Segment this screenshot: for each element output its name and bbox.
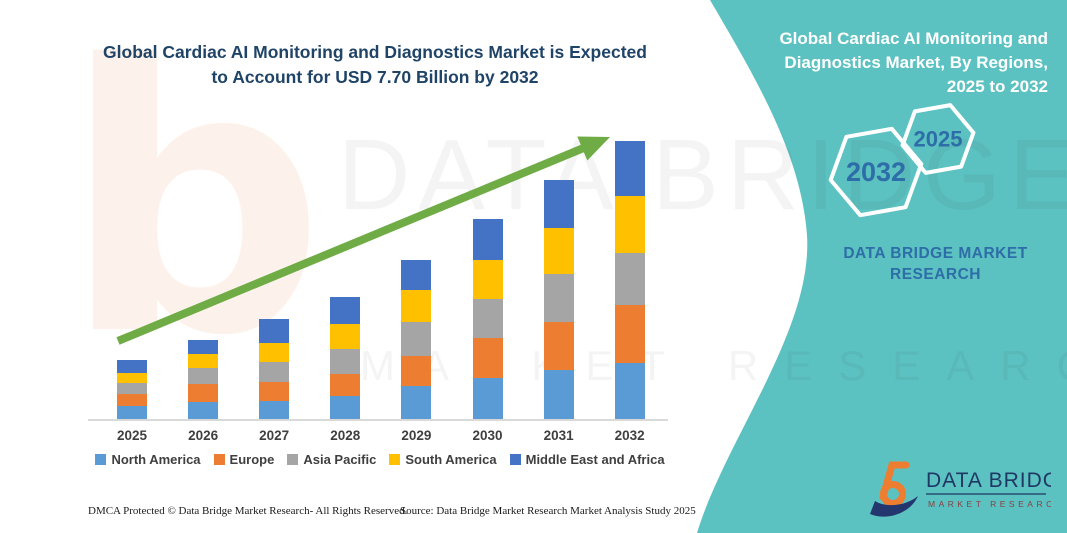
bar-segment-2032: [614, 363, 645, 419]
x-axis-label-2025: 2025: [116, 428, 148, 443]
bar-segment-2032: [614, 195, 645, 253]
x-axis-label-2032: 2032: [614, 428, 645, 443]
bar-segment-2029: [401, 356, 432, 387]
bar-segment-2027: [259, 400, 290, 419]
data-bridge-logo: DATA BRIDGE MARKET RESEARCH: [870, 461, 1051, 517]
bar-segment-2026: [188, 383, 219, 402]
bar-2032: [614, 141, 645, 419]
bar-segment-2028: [330, 373, 361, 396]
bar-segment-2032: [614, 141, 645, 196]
logo-b-bowl-icon: [880, 481, 906, 507]
bar-segment-2026: [188, 402, 219, 419]
legend-label: Asia Pacific: [303, 452, 377, 467]
legend-swatch-icon: [389, 454, 401, 465]
x-axis-label-2030: 2030: [472, 428, 503, 443]
x-axis-label-2029: 2029: [401, 428, 432, 443]
bar-segment-2032: [614, 304, 645, 363]
bar-segment-2031: [543, 369, 574, 419]
legend-swatch-icon: [287, 454, 299, 465]
legend-item: North America: [95, 452, 201, 467]
bar-segment-2025: [117, 372, 147, 384]
legend-label: Europe: [229, 452, 275, 467]
bar-segment-2025: [117, 359, 147, 373]
logo-sub-text: MARKET RESEARCH: [928, 499, 1051, 509]
legend-swatch-icon: [213, 454, 225, 465]
footer-dmca-text: DMCA Protected © Data Bridge Market Rese…: [88, 505, 408, 517]
legend-label: Middle East and Africa: [525, 452, 665, 467]
bar-segment-2027: [259, 361, 290, 382]
bar-segment-2026: [188, 368, 219, 384]
legend-item: Asia Pacific: [287, 452, 376, 467]
bar-segment-2028: [330, 395, 361, 419]
panel-title: Global Cardiac AI Monitoring and Diagnos…: [779, 29, 1048, 96]
hexagon-2032: [828, 126, 924, 218]
bar-segment-2027: [259, 381, 290, 401]
hexagon-2032-label: 2032: [846, 157, 906, 187]
hexagon-2025: [900, 103, 976, 175]
brand-wordmark: DATA BRIDGE MARKET RESEARCH: [843, 245, 1028, 283]
chart-title: Global Cardiac AI Monitoring and Diagnos…: [103, 42, 647, 87]
x-axis-labels: 2025 2026 2027 2028 2029 2030 2031 2032: [90, 428, 676, 448]
footer-source-text: Source: Data Bridge Market Research Mark…: [400, 505, 696, 517]
logo-d-swoosh-icon: [870, 496, 918, 517]
bar-segment-2025: [117, 406, 147, 419]
legend-label: North America: [111, 452, 201, 467]
legend-item: South America: [389, 452, 497, 467]
logo-name-text: DATA BRIDGE: [926, 469, 1051, 492]
legend-label: South America: [405, 452, 497, 467]
bar-segment-2028: [330, 349, 361, 374]
x-axis-line: [88, 419, 668, 421]
bar-segment-2030: [472, 377, 503, 419]
x-axis-label-2027: 2027: [259, 428, 290, 443]
legend-item: Europe: [213, 452, 275, 467]
bar-2025: [117, 359, 147, 419]
bar-segment-2027: [259, 342, 290, 362]
bar-segment-2032: [614, 252, 645, 305]
x-axis-label-2028: 2028: [330, 428, 361, 443]
legend-swatch-icon: [95, 454, 107, 465]
bar-segment-2026: [188, 353, 219, 369]
hexagon-2025-label: 2025: [914, 127, 963, 152]
bar-2026: [188, 339, 219, 419]
chart-legend: North America Europe Asia Pacific South Ame…: [80, 452, 680, 467]
bar-segment-2025: [117, 394, 147, 406]
legend-swatch-icon: [509, 454, 521, 465]
bar-segment-2029: [401, 386, 432, 419]
x-axis-label-2026: 2026: [188, 428, 219, 443]
x-axis-label-2031: 2031: [543, 428, 574, 443]
bar-segment-2025: [117, 383, 147, 395]
legend-item: Middle East and Africa: [509, 452, 665, 467]
